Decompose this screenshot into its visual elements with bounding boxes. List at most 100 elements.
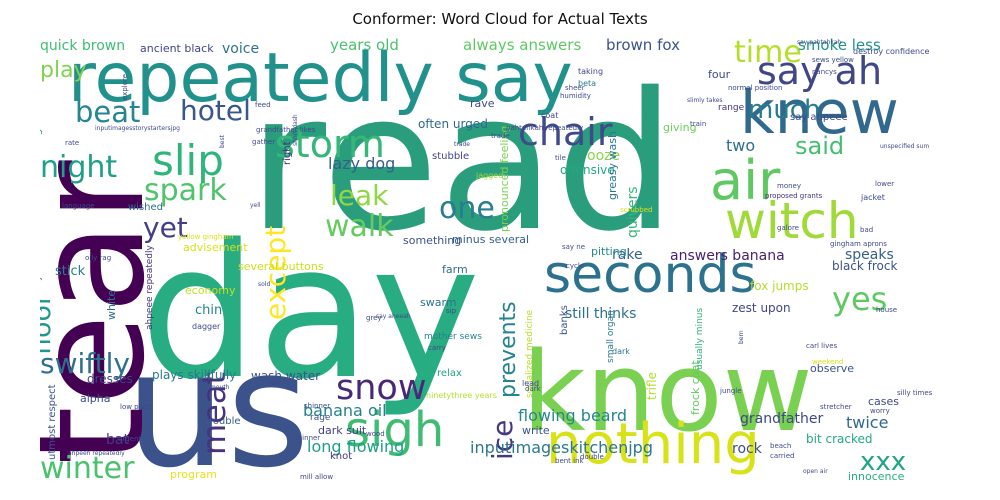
word-winter: winter	[40, 451, 135, 486]
word-farm: farm	[442, 263, 468, 276]
word-day: day	[140, 204, 480, 420]
word-xxx: xxx	[860, 447, 906, 477]
word-slip: slip	[152, 136, 224, 185]
word-grandfather: grandfather	[740, 411, 823, 427]
word-sigh: sigh	[345, 402, 444, 458]
word-something: something	[403, 234, 461, 247]
word-alpha: alpha	[80, 392, 111, 405]
word-shinner: shinner	[304, 402, 330, 410]
word-house: house	[876, 306, 897, 314]
word-ice: ice	[486, 420, 519, 460]
word-floor: floor	[40, 293, 57, 355]
word-ancient-black: ancient black	[140, 42, 214, 55]
word-plays-skillfully: plays skillfully	[152, 368, 236, 382]
word-yellow-gingham: yellow gingham	[178, 233, 234, 241]
word-nancys: nancys	[812, 68, 837, 76]
word-stick: stick	[55, 264, 86, 279]
word-greasy-wash: greasy wash	[606, 131, 619, 200]
word-twice: twice	[846, 413, 888, 432]
word-offensive: offensive	[560, 163, 615, 177]
word-minus-several: minus several	[452, 233, 529, 246]
word-thinner: thinner	[295, 434, 320, 442]
word-dark: dark	[525, 385, 542, 393]
word-seconds: seconds	[544, 245, 757, 305]
word-air: air	[710, 149, 781, 212]
word-inputimagesstorystartersjpg: inputimagesstorystartersjpg	[95, 125, 180, 132]
word-trouble: trouble	[205, 416, 241, 427]
word-sold: sold	[258, 281, 270, 288]
word-feet: feet	[268, 380, 280, 387]
word-say-ah: say ah	[757, 49, 882, 93]
word-socialized-medicine: socialized medicine	[525, 309, 535, 398]
word-lead: lead	[522, 379, 539, 388]
word-beard-clings: beard clings	[40, 123, 43, 190]
word-innocence: innocence	[848, 470, 905, 483]
word-except: except	[259, 226, 292, 320]
word-ninetythree-years: ninetythree years	[426, 391, 497, 400]
word-right: right	[282, 141, 293, 165]
word-storm: storm	[275, 122, 385, 166]
word-knot: knot	[330, 451, 352, 462]
word-rate: rate	[65, 139, 79, 147]
word-dagger: dagger	[192, 322, 221, 331]
word-carried: carried	[770, 452, 794, 460]
word-ahpeee-repeatedly: ahpeee repeatedly	[145, 245, 155, 330]
word-sews-yellow: sews yellow	[812, 56, 854, 64]
word-oily-rag: oily rag	[85, 254, 111, 262]
word-short-dash: short dash	[292, 114, 299, 146]
word-often-urged: often urged	[418, 117, 488, 131]
word-carl-lives: carl lives	[806, 342, 838, 350]
word-utmost-respect: utmost respect	[47, 384, 58, 460]
word-tear: tear	[40, 160, 178, 465]
word-bent-ink: bent ink	[555, 457, 585, 465]
word-one: one	[439, 191, 495, 226]
word-knew: knew	[740, 78, 899, 148]
word-four: four	[708, 68, 731, 81]
word-rage: rage	[310, 413, 331, 423]
word-know: know	[522, 328, 813, 456]
word-cases: cases	[868, 395, 899, 408]
word-smoke-less: smoke less	[798, 38, 881, 54]
word-brown-fox: brown fox	[606, 38, 680, 54]
word-bat: bat	[106, 432, 129, 448]
word-play: play	[40, 58, 87, 83]
word-scrubbed: scrubbed	[620, 206, 652, 214]
word-spark: spark	[144, 173, 227, 208]
word-dresses: dresses	[87, 372, 133, 386]
word-wood: wood	[366, 430, 385, 438]
word-small-organ: small organ	[606, 310, 616, 363]
word-double: double	[580, 453, 604, 461]
word-say-ne: say ne	[562, 243, 585, 251]
word-galore: galore	[777, 224, 799, 232]
word-grandfather-likes: grandfather likes	[256, 126, 316, 134]
word-jacket: jacket	[860, 193, 885, 202]
word-say-pahtahkah: say pahtahkah	[797, 39, 841, 46]
word-program: program	[170, 468, 217, 481]
word-mill-allow: mill allow	[300, 473, 333, 481]
word-rock: rock	[732, 441, 763, 457]
word-jagged: jagged	[475, 171, 503, 180]
word-gather: gather	[252, 138, 275, 146]
word-speaks: speaks	[845, 247, 894, 263]
word-witch: witch	[725, 192, 859, 250]
word-always-answers: always answers	[463, 38, 581, 54]
word-dark: dark	[612, 347, 630, 356]
word-beta: beta	[578, 79, 596, 88]
word-observe: observe	[810, 362, 854, 375]
word-dark-suit: dark suit	[318, 424, 367, 437]
word-jungle: jungle	[719, 387, 742, 395]
word-train: train	[690, 120, 706, 128]
word-explore: explore	[121, 74, 129, 100]
word-chin: chin	[195, 303, 222, 318]
word-quick-brown: quick brown	[40, 38, 125, 54]
word-trifle: trifle	[645, 372, 659, 400]
word-relax: relax	[437, 368, 462, 379]
word-destroy-confidence: destroy confidence	[853, 47, 929, 56]
word-walk: walk	[325, 209, 394, 244]
word-lower: lower	[875, 180, 894, 188]
word-beat: beat	[75, 95, 140, 129]
word-inputimageskitchenjpg: inputimageskitchenjpg	[470, 438, 653, 457]
word-coat: coat	[541, 111, 558, 120]
word-write: write	[522, 424, 550, 437]
